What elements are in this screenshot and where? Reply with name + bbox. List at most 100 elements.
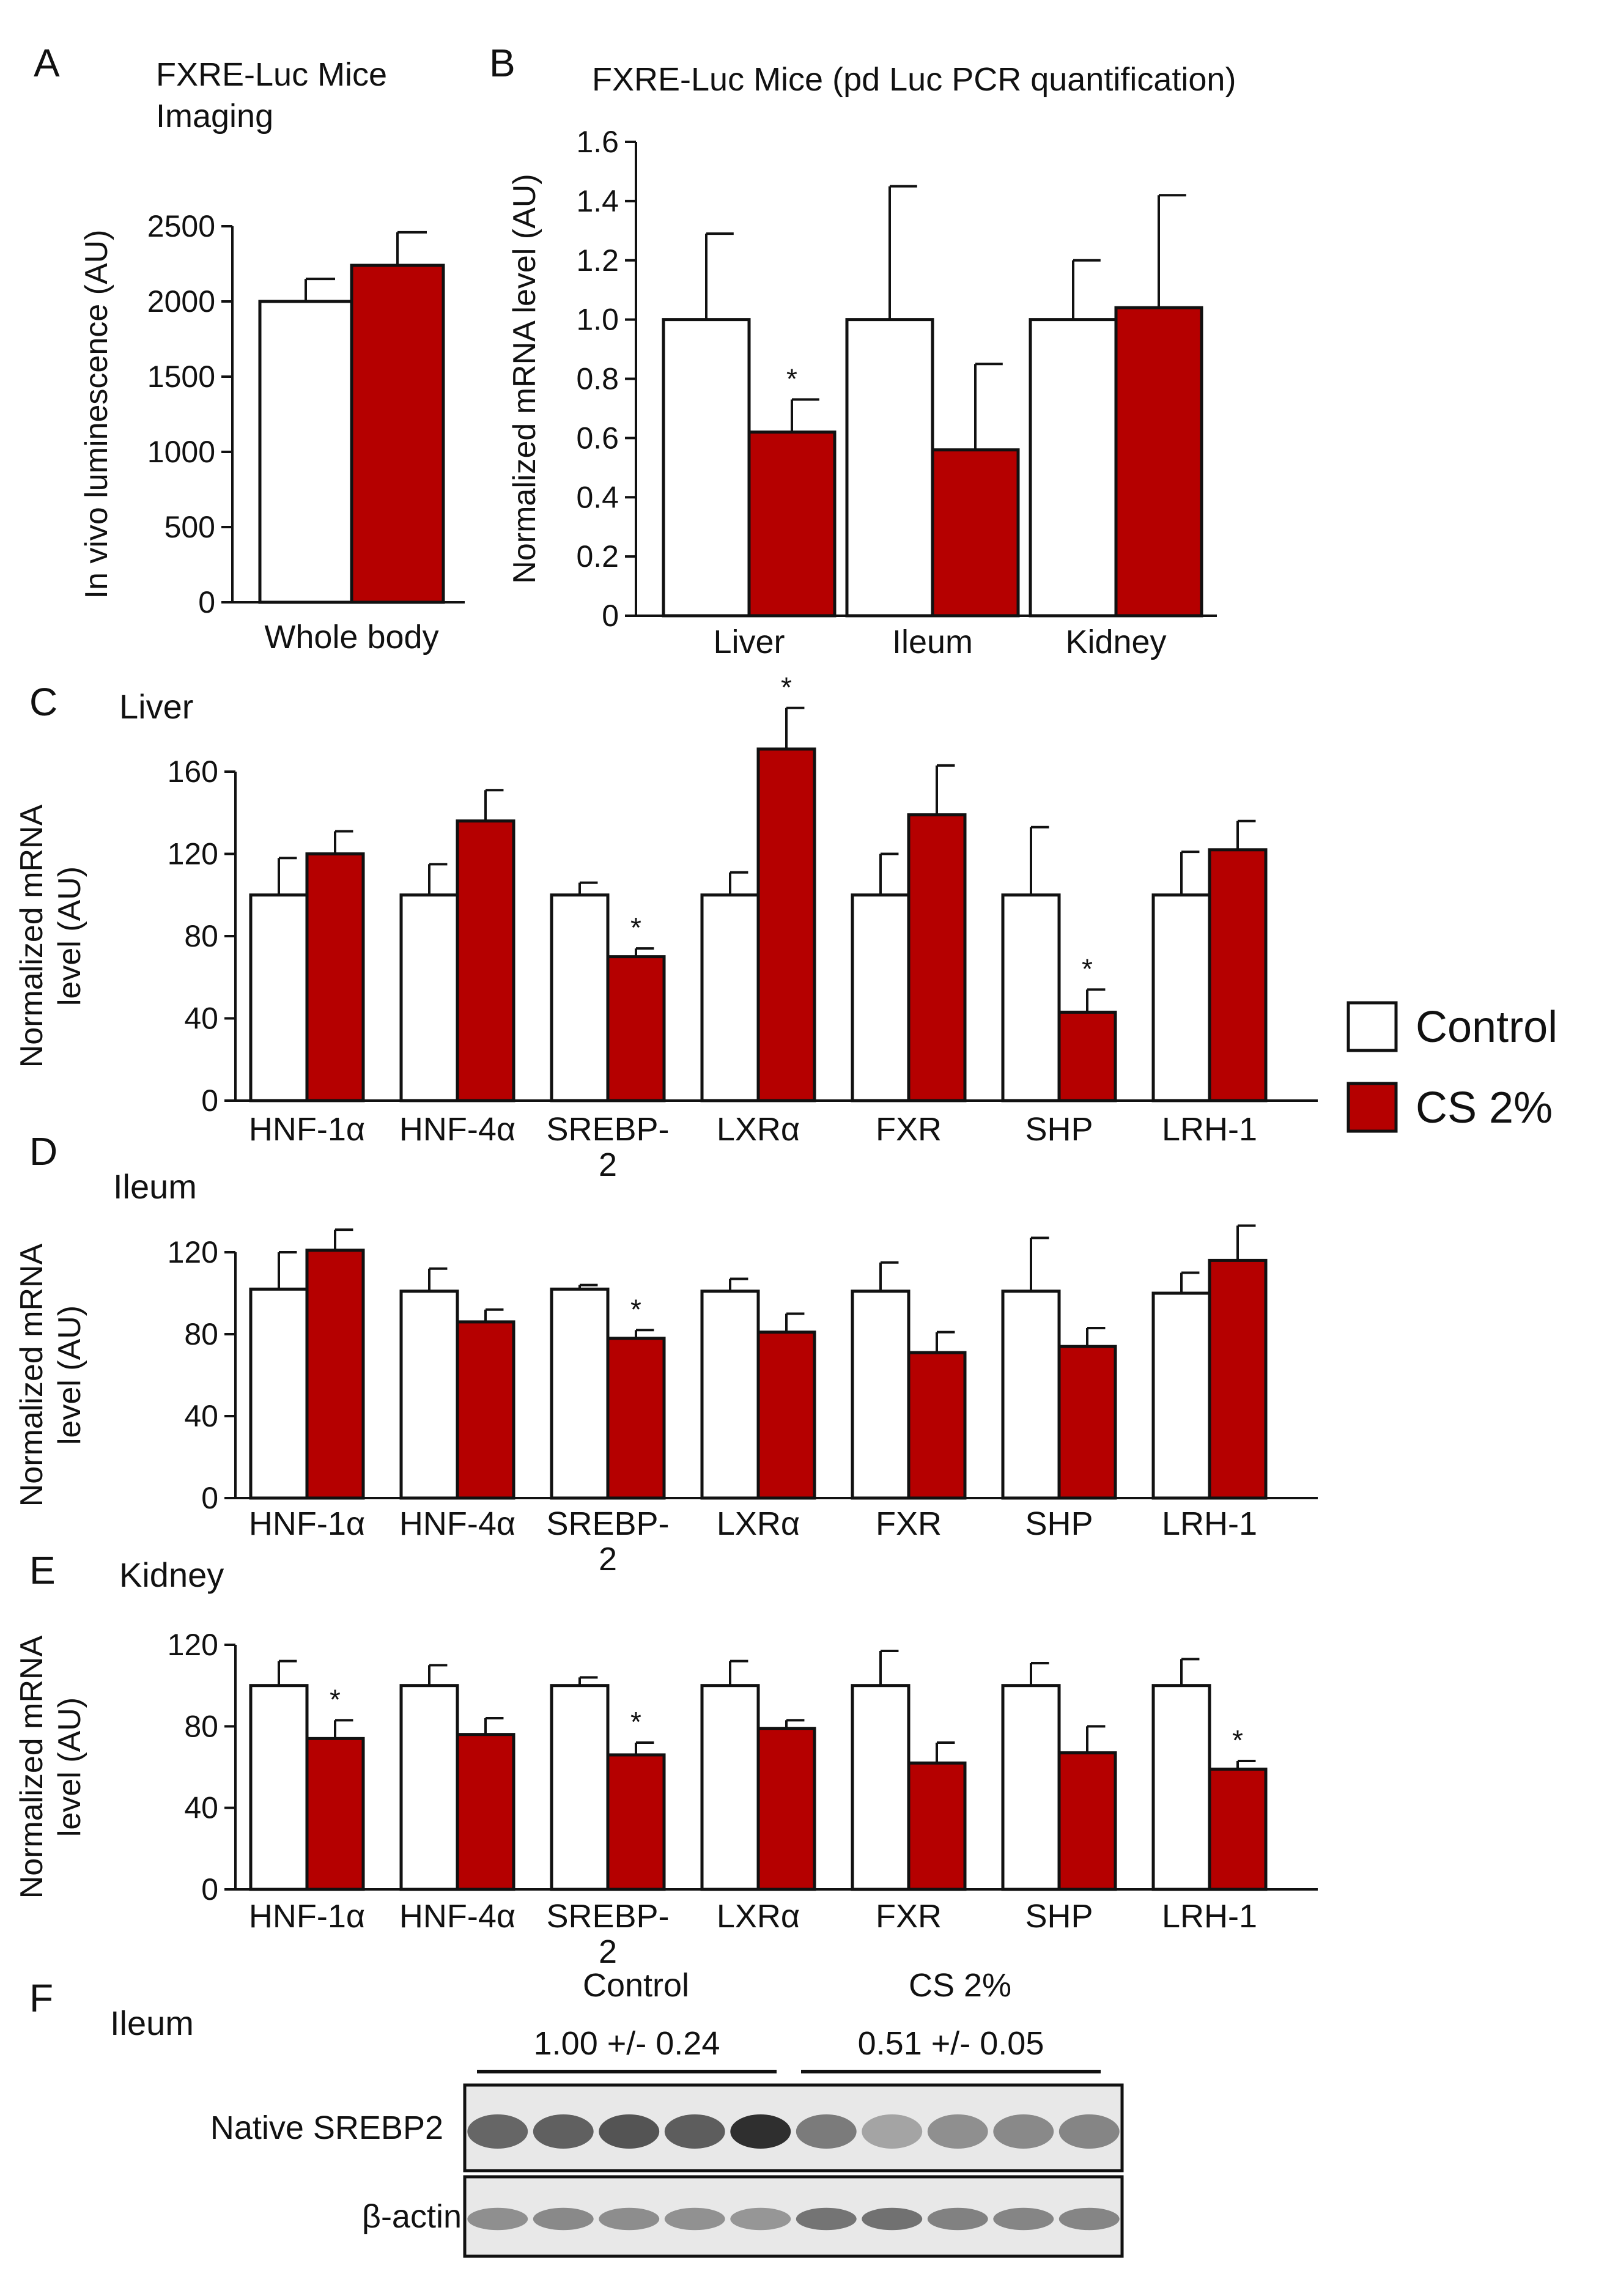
y-tick-label: 120 <box>168 837 218 871</box>
blot-band <box>664 2114 725 2149</box>
category-label: LXRα <box>717 1505 800 1542</box>
significance-mark: * <box>1082 953 1093 984</box>
y-axis-label: level (AU) <box>52 1305 87 1445</box>
blot-band <box>796 2114 857 2149</box>
y-tick-label: 0 <box>201 1481 218 1515</box>
bar-treated <box>456 1320 515 1500</box>
chart-title: Kidney <box>119 1556 224 1594</box>
legend: Control CS 2% <box>1347 1001 1557 1133</box>
y-tick-label: 2500 <box>147 209 215 243</box>
blot-band <box>796 2207 857 2231</box>
bar-treated <box>606 955 666 1102</box>
category-label: FXR <box>876 1898 942 1935</box>
blot-band <box>993 2114 1054 2149</box>
bar-treated <box>1208 1767 1268 1891</box>
blot-band <box>1058 2114 1120 2149</box>
chart-title: Liver <box>119 687 193 726</box>
bar-control <box>1151 893 1211 1102</box>
chart-panel-A: A FXRE-Luc Mice Imaging In vivo luminescenc… <box>34 41 465 655</box>
bar-treated <box>756 1331 816 1500</box>
y-tick-label: 1.0 <box>576 303 619 337</box>
bar-control <box>550 1287 610 1500</box>
blot-band <box>599 2207 660 2231</box>
y-axis-label: Normalized mRNA <box>14 1243 50 1507</box>
chart-title: FXRE-Luc Mice (pd Luc PCR quantification… <box>592 61 1236 98</box>
panel-letter: B <box>489 41 515 85</box>
category-label: LXRα <box>717 1898 800 1935</box>
y-tick-label: 500 <box>164 510 215 544</box>
y-tick-label: 0.6 <box>576 421 619 455</box>
y-tick-label: 80 <box>184 1317 218 1351</box>
bar-control <box>1151 1684 1211 1891</box>
legend-swatch <box>1347 1082 1398 1133</box>
chart-panel-B: B FXRE-Luc Mice (pd Luc PCR quantificatio… <box>489 41 1236 660</box>
bar-control <box>399 893 459 1102</box>
y-tick-label: 40 <box>184 1002 218 1036</box>
category-label: 2 <box>599 1933 617 1970</box>
y-axis-label: Normalized mRNA <box>14 1635 50 1899</box>
chart-panel-D: D Ileum Normalized mRNA level (AU) 0 40 80 120 H… <box>14 1129 1318 1578</box>
bar-control <box>258 300 353 604</box>
blot-group-label: CS 2% <box>909 1967 1011 2004</box>
bar-control <box>1151 1291 1211 1500</box>
y-tick-label: 0.2 <box>576 539 619 574</box>
y-axis-label: level (AU) <box>52 1697 87 1837</box>
bar-treated <box>1057 1010 1117 1102</box>
bar-control <box>550 1684 610 1891</box>
y-axis-label: level (AU) <box>52 866 87 1006</box>
bar-treated <box>1057 1345 1117 1500</box>
bar-treated <box>350 264 445 604</box>
blot-band <box>1058 2207 1120 2231</box>
category-label: LRH-1 <box>1162 1111 1257 1148</box>
y-tick-label: 80 <box>184 1709 218 1743</box>
y-tick-label: 0 <box>602 599 619 633</box>
category-label: HNF-1α <box>249 1505 365 1542</box>
y-tick-label: 0.8 <box>576 362 619 396</box>
category-label: Kidney <box>1065 624 1166 660</box>
category-label: 2 <box>599 1146 617 1183</box>
category-label: SHP <box>1025 1505 1093 1542</box>
category-label: FXR <box>876 1111 942 1148</box>
blot-band <box>533 2114 594 2149</box>
panel-letter: C <box>29 680 57 724</box>
y-axis-label: Normalized mRNA level (AU) <box>507 174 542 583</box>
panel-letter: A <box>34 41 60 85</box>
y-tick-label: 1000 <box>147 435 215 469</box>
bar-control <box>851 1684 911 1891</box>
category-label: HNF-4α <box>399 1898 515 1935</box>
bar-control <box>662 318 751 618</box>
category-label: SREBP- <box>546 1505 669 1542</box>
blot-band <box>467 2207 528 2231</box>
category-label: SREBP- <box>546 1898 669 1935</box>
category-label: Whole body <box>264 619 438 655</box>
category-label: FXR <box>876 1505 942 1542</box>
blot-quant: 0.51 +/- 0.05 <box>858 2025 1044 2062</box>
bar-treated <box>756 1727 816 1891</box>
bar-treated <box>931 448 1020 618</box>
y-tick-label: 0.4 <box>576 480 619 514</box>
y-tick-label: 40 <box>184 1791 218 1825</box>
chart-title: FXRE-Luc Mice <box>156 56 387 93</box>
y-tick-label: 120 <box>168 1628 218 1662</box>
bar-control <box>845 318 934 618</box>
bar-control <box>399 1290 459 1500</box>
legend-label: CS 2% <box>1416 1083 1553 1132</box>
blot-panel: F Ileum Control 1.00 +/- 0.24 CS 2% 0.51 +/- … <box>29 1967 1124 2258</box>
bar-treated <box>456 1733 515 1891</box>
bar-control <box>1001 1684 1061 1891</box>
significance-mark: * <box>630 1293 641 1325</box>
y-tick-label: 160 <box>168 755 218 789</box>
bar-treated <box>907 813 967 1102</box>
bar-treated <box>606 1753 666 1891</box>
significance-mark: * <box>330 1683 341 1715</box>
y-axis-label: Normalized mRNA <box>14 804 50 1068</box>
bar-treated <box>1208 1258 1268 1500</box>
y-axis-label: In vivo luminescence (AU) <box>79 230 114 599</box>
category-label: SHP <box>1025 1898 1093 1935</box>
blot-band <box>467 2114 528 2149</box>
blot-band <box>862 2114 923 2149</box>
y-tick-label: 1.4 <box>576 184 619 218</box>
blot-title: Ileum <box>110 2004 194 2042</box>
bar-treated <box>756 747 816 1102</box>
